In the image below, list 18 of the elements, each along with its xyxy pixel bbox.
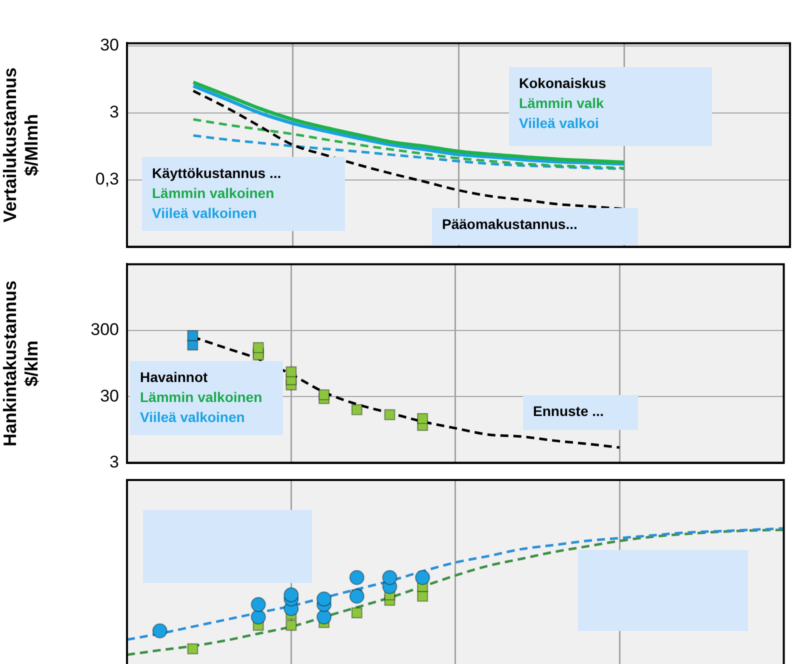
y-tick-label: 30	[100, 386, 119, 406]
y-axis-title: Vertailukustannus $/Mlmh	[0, 67, 42, 223]
y-tick-label: 300	[90, 320, 119, 340]
y-tick-label: 30	[100, 36, 119, 55]
y-tick-label: 3	[110, 102, 119, 122]
annotation: Kokonaiskus Lämmin valk Viileä valkoi	[519, 74, 608, 133]
y-tick-label: 0,3	[95, 170, 119, 189]
text-box: Kokonaiskus Lämmin valk Viileä valkoi	[509, 67, 712, 146]
text-box: Ennuste ...	[523, 395, 638, 430]
text-box: Havainnot Lämmin valkoinen Viileä valkoinen	[130, 361, 283, 435]
text-box: Pääomakustannus...	[432, 208, 638, 245]
annotation: Havainnot Lämmin valkoinen Viileä valkoinen	[140, 368, 264, 427]
text-box: Käyttökustannus ... Lämmin valkoinen Viileä valkoinen	[142, 157, 345, 231]
y-tick-label: 3	[110, 452, 119, 472]
annotation: Käyttökustannus ... Lämmin valkoinen Viileä valkoinen	[152, 164, 282, 223]
annotation: Ennuste ...	[533, 402, 605, 421]
y-axis-title: Hankintakustannus $/klm	[0, 280, 42, 447]
annotation: Pääomakustannus...	[442, 215, 578, 234]
